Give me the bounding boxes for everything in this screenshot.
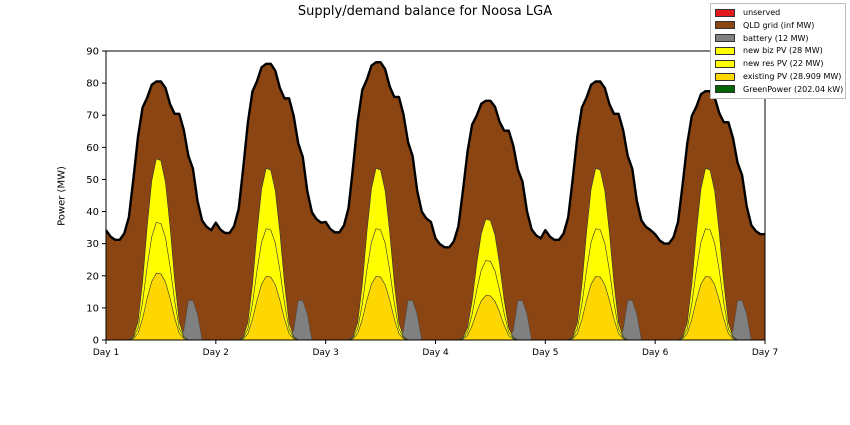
y-axis-label: Power (MW) bbox=[56, 166, 68, 226]
y-tick-label: 30 bbox=[86, 239, 99, 250]
y-tick-label: 10 bbox=[86, 303, 99, 314]
legend-item: unserved bbox=[715, 7, 780, 18]
legend-label: GreenPower (202.04 kW) bbox=[743, 84, 844, 94]
legend-item: new biz PV (28 MW) bbox=[715, 45, 823, 56]
x-tick-label: Day 5 bbox=[532, 348, 558, 358]
x-tick-label: Day 2 bbox=[203, 348, 229, 358]
x-tick-label: Day 3 bbox=[312, 348, 338, 358]
legend-label: new res PV (22 MW) bbox=[743, 59, 824, 69]
chart-title: Supply/demand balance for Noosa LGA bbox=[297, 4, 553, 19]
legend-swatch bbox=[715, 72, 735, 81]
legend-label: new biz PV (28 MW) bbox=[743, 46, 823, 56]
x-tick-label: Day 4 bbox=[422, 348, 449, 358]
legend-swatch bbox=[715, 34, 735, 43]
y-tick-label: 60 bbox=[86, 143, 99, 154]
legend-swatch bbox=[715, 85, 735, 94]
legend-label: existing PV (28.909 MW) bbox=[743, 72, 842, 81]
legend-swatch bbox=[715, 21, 735, 30]
demand-line bbox=[105, 61, 765, 249]
y-tick-label: 20 bbox=[86, 271, 99, 282]
legend-label: unserved bbox=[743, 8, 781, 17]
legend-swatch bbox=[715, 8, 735, 17]
legend-label: battery (12 MW) bbox=[743, 33, 809, 43]
legend-swatch bbox=[715, 46, 735, 55]
x-tick-label: Day 6 bbox=[642, 348, 669, 358]
y-tick-label: 40 bbox=[86, 207, 99, 218]
y-tick-label: 70 bbox=[86, 111, 99, 122]
legend-item: QLD grid (inf MW) bbox=[715, 20, 814, 31]
y-tick-label: 90 bbox=[86, 47, 99, 58]
legend-item: existing PV (28.909 MW) bbox=[715, 71, 841, 82]
legend-item: battery (12 MW) bbox=[715, 33, 809, 44]
legend-item: GreenPower (202.04 kW) bbox=[715, 84, 843, 95]
legend-label: QLD grid (inf MW) bbox=[743, 20, 815, 30]
y-tick-label: 50 bbox=[86, 175, 99, 186]
legend-item: new res PV (22 MW) bbox=[715, 58, 823, 69]
y-tick-label: 0 bbox=[93, 336, 99, 347]
x-tick-label: Day 7 bbox=[752, 348, 778, 358]
legend-swatch bbox=[715, 59, 735, 68]
y-tick-label: 80 bbox=[86, 79, 99, 90]
legend: unserved QLD grid (inf MW) battery (12 MW)… bbox=[710, 3, 846, 99]
x-tick-label: Day 1 bbox=[93, 348, 119, 358]
